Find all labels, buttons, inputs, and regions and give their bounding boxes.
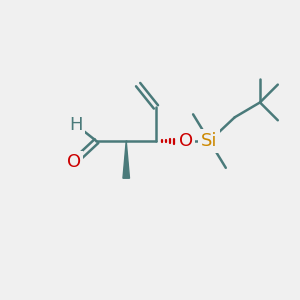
Text: H: H — [69, 116, 82, 134]
Polygon shape — [123, 141, 130, 178]
Text: Si: Si — [201, 132, 218, 150]
Text: O: O — [178, 132, 193, 150]
Text: O: O — [67, 153, 81, 171]
